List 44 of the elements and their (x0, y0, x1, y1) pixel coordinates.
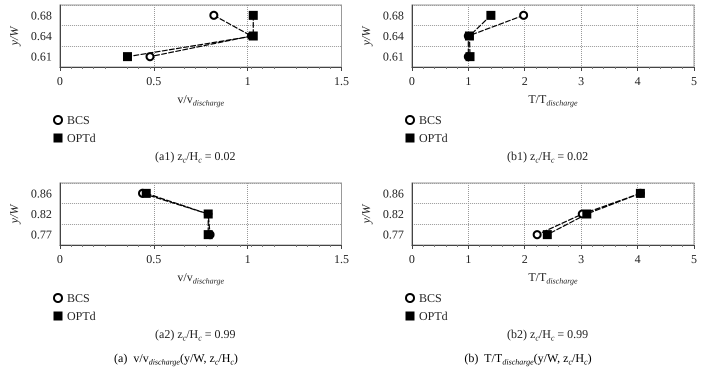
x-tick-label: 2 (522, 74, 528, 88)
legend-label: BCS (419, 291, 442, 305)
y-tick-label: 0.68 (30, 8, 52, 22)
x-tick-label: 0.5 (146, 74, 162, 88)
y-tick-label: 0.64 (382, 29, 404, 43)
x-tick-label: 0 (56, 74, 63, 88)
x-tick-label: 3 (578, 74, 584, 88)
x-tick-label: 0.5 (146, 252, 162, 266)
x-tick-label: 0 (408, 252, 415, 266)
x-tick-label: 4 (634, 74, 641, 88)
x-tick-label: 3 (578, 252, 584, 266)
legend-label: OPTd (419, 309, 448, 323)
y-tick-label: 0.86 (30, 186, 52, 200)
x-tick-label: 2 (522, 252, 528, 266)
y-tick-label: 0.61 (30, 50, 52, 64)
x-tick-label: 1 (244, 74, 251, 88)
x-tick-label: 5 (691, 74, 697, 88)
legend-label: BCS (419, 113, 442, 127)
legend-label: OPTd (419, 131, 448, 145)
y-tick-label: 0.68 (382, 8, 404, 22)
y-tick-label: 0.64 (30, 29, 52, 43)
x-tick-label: 1 (244, 252, 251, 266)
legend-label: BCS (67, 291, 90, 305)
x-tick-label: 1 (465, 252, 472, 266)
legend-label: OPTd (67, 131, 96, 145)
x-tick-label: 1 (465, 74, 472, 88)
x-tick-label: 0 (408, 74, 415, 88)
y-tick-label: 0.82 (30, 207, 52, 221)
y-tick-label: 0.61 (382, 50, 404, 64)
y-axis-title: y/W (359, 204, 373, 224)
y-tick-label: 0.86 (382, 186, 404, 200)
y-tick-label: 0.77 (30, 228, 52, 242)
x-tick-label: 5 (691, 252, 697, 266)
y-tick-label: 0.77 (382, 228, 404, 242)
y-axis-title: y/W (7, 204, 21, 224)
x-tick-label: 0 (56, 252, 63, 266)
legend-label: BCS (67, 113, 90, 127)
y-axis-title: y/W (359, 26, 373, 46)
legend-label: OPTd (67, 309, 96, 323)
x-tick-label: 1.5 (334, 74, 349, 88)
x-tick-label: 1.5 (334, 252, 349, 266)
y-axis-title: y/W (7, 26, 21, 46)
y-tick-label: 0.82 (382, 207, 404, 221)
x-tick-label: 4 (634, 252, 641, 266)
